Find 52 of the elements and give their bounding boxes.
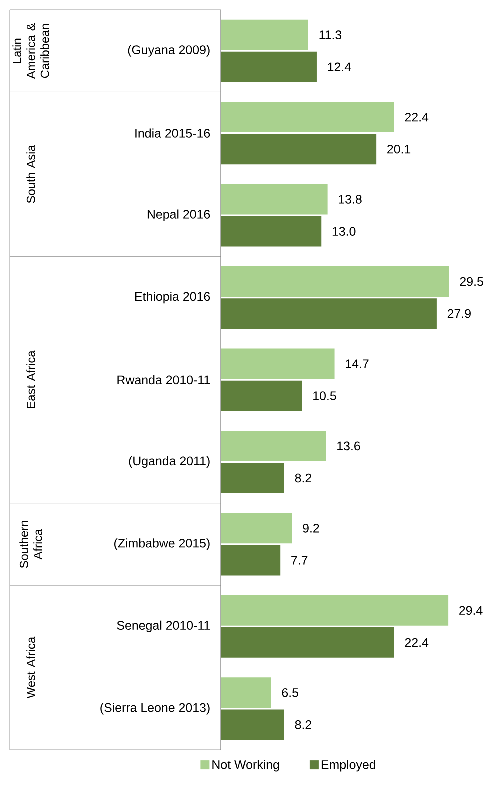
text: Latin America & Caribbean [12, 23, 50, 80]
y-tick-label: (Guyana 2009) [128, 45, 210, 57]
y-tick-label: Rwanda 2010-11 [118, 375, 210, 385]
data-label: 6.5 [282, 688, 298, 698]
bar [221, 380, 302, 412]
data-label: 29.4 [460, 606, 483, 616]
text: South Asia [26, 145, 36, 204]
y-tick-label: India 2015-16 [136, 128, 210, 138]
y-tick-label: (Uganda 2011) [129, 456, 210, 468]
data-label: 7.7 [292, 556, 308, 565]
data-label: 12.4 [328, 62, 352, 72]
bar [221, 430, 326, 462]
bar [221, 102, 394, 133]
text: Southern Africa [20, 520, 42, 568]
y-tick-label: (Sierra Leone 2013) [100, 703, 210, 715]
bar [221, 20, 308, 50]
legend-label: Not Working [212, 760, 280, 772]
bar [221, 595, 449, 626]
bar [221, 710, 284, 740]
bar [221, 545, 281, 576]
bar [221, 134, 377, 165]
data-label: 8.2 [295, 720, 312, 730]
bar [221, 216, 322, 247]
bar [221, 266, 450, 297]
legend-label: Employed [322, 760, 376, 772]
y-tick-label: Nepal 2016 [148, 210, 210, 222]
text: West Africa [26, 636, 36, 699]
data-label: 20.1 [388, 144, 411, 154]
data-label: 10.5 [314, 392, 336, 400]
bar [221, 463, 284, 494]
data-label: 9.2 [303, 524, 320, 533]
y-tick-label: (Zimbabwe 2015) [114, 538, 210, 550]
text: East Africa [26, 350, 36, 408]
data-label: 13.0 [332, 227, 356, 236]
data-label: 29.5 [460, 277, 484, 286]
data-label: 13.8 [339, 195, 362, 204]
data-label: 22.4 [405, 638, 429, 648]
bar [221, 348, 335, 380]
data-label: 11.3 [320, 30, 342, 40]
bar [221, 184, 328, 215]
bar [221, 678, 272, 708]
y-tick-label: Senegal 2010-11 [117, 620, 210, 632]
data-label: 13.6 [338, 442, 360, 451]
bar [221, 627, 394, 658]
bar [221, 513, 292, 544]
data-label: 8.2 [295, 474, 312, 483]
data-label: 27.9 [448, 309, 471, 318]
bar [221, 298, 437, 330]
data-label: 14.7 [346, 360, 369, 368]
bar [221, 52, 317, 82]
y-tick-label: Ethiopia 2016 [135, 292, 210, 304]
data-label: 22.4 [405, 112, 429, 122]
